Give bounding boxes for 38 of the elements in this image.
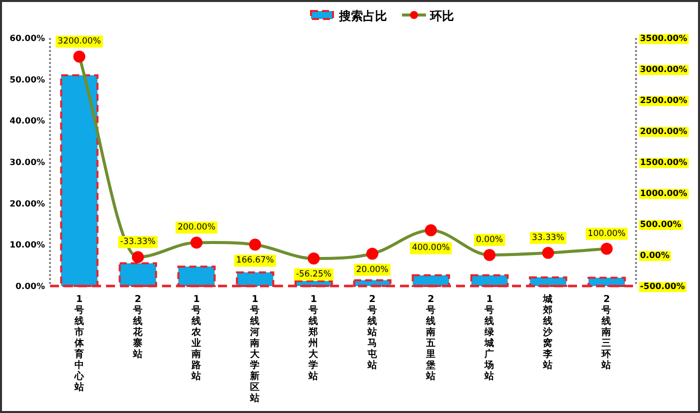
x-tick-label: 2号线南三环站 xyxy=(600,294,612,371)
y-tick-label: 20.00% xyxy=(10,199,46,210)
data-label: -33.33% xyxy=(120,237,156,248)
category-label: 1号线河南大学新区站 xyxy=(250,294,260,404)
x-tick-label: 1号线郑州大学站 xyxy=(308,294,320,382)
y2-tick-label: 1000.00% xyxy=(640,189,688,199)
x-tick-label: 1号线农业南路站 xyxy=(190,294,202,382)
x-tick-label: 2号线花寨站 xyxy=(132,294,144,360)
legend-label: 环比 xyxy=(429,9,454,23)
x-tick-label: 城郊线沙窝李站 xyxy=(542,293,554,371)
legend-label: 搜索占比 xyxy=(338,9,387,23)
data-label: 20.00% xyxy=(356,264,389,275)
y-tick-label: 30.00% xyxy=(10,158,46,168)
category-label: 1号线市体育中心站 xyxy=(74,294,84,393)
x-tick-label: 2号线南五里堡站 xyxy=(424,294,436,382)
y2-tick-label: -500.00% xyxy=(640,282,686,292)
data-label: 166.67% xyxy=(236,256,274,266)
data-label: 0.00% xyxy=(476,235,504,245)
y-tick-label: 0.00% xyxy=(16,282,46,292)
data-label: 400.00% xyxy=(412,243,450,254)
data-label: 33.33% xyxy=(532,232,564,243)
data-label: 100.00% xyxy=(588,228,626,239)
data-label: -56.25% xyxy=(296,269,332,280)
y2-tick-label: 0.00% xyxy=(640,251,670,261)
x-tick-label: 2号线站马屯站 xyxy=(366,294,378,371)
y-tick-label: 50.00% xyxy=(10,75,46,86)
x-tick-label: 1号线绿城广场站 xyxy=(484,294,496,382)
y2-tick-label: 2500.00% xyxy=(640,96,688,106)
y-tick-label: 60.00% xyxy=(10,34,46,44)
data-label: 3200.00% xyxy=(58,36,101,47)
y-tick-label: 40.00% xyxy=(10,116,46,127)
y2-tick-label: 2000.00% xyxy=(640,127,688,137)
data-label: 200.00% xyxy=(178,222,216,233)
y2-tick-label: 3000.00% xyxy=(640,65,688,75)
y2-tick-label: 500.00% xyxy=(640,220,682,230)
y2-tick-label: 1500.00% xyxy=(640,158,688,168)
y-tick-label: 10.00% xyxy=(10,240,46,251)
y2-tick-label: 3500.00% xyxy=(640,34,688,44)
